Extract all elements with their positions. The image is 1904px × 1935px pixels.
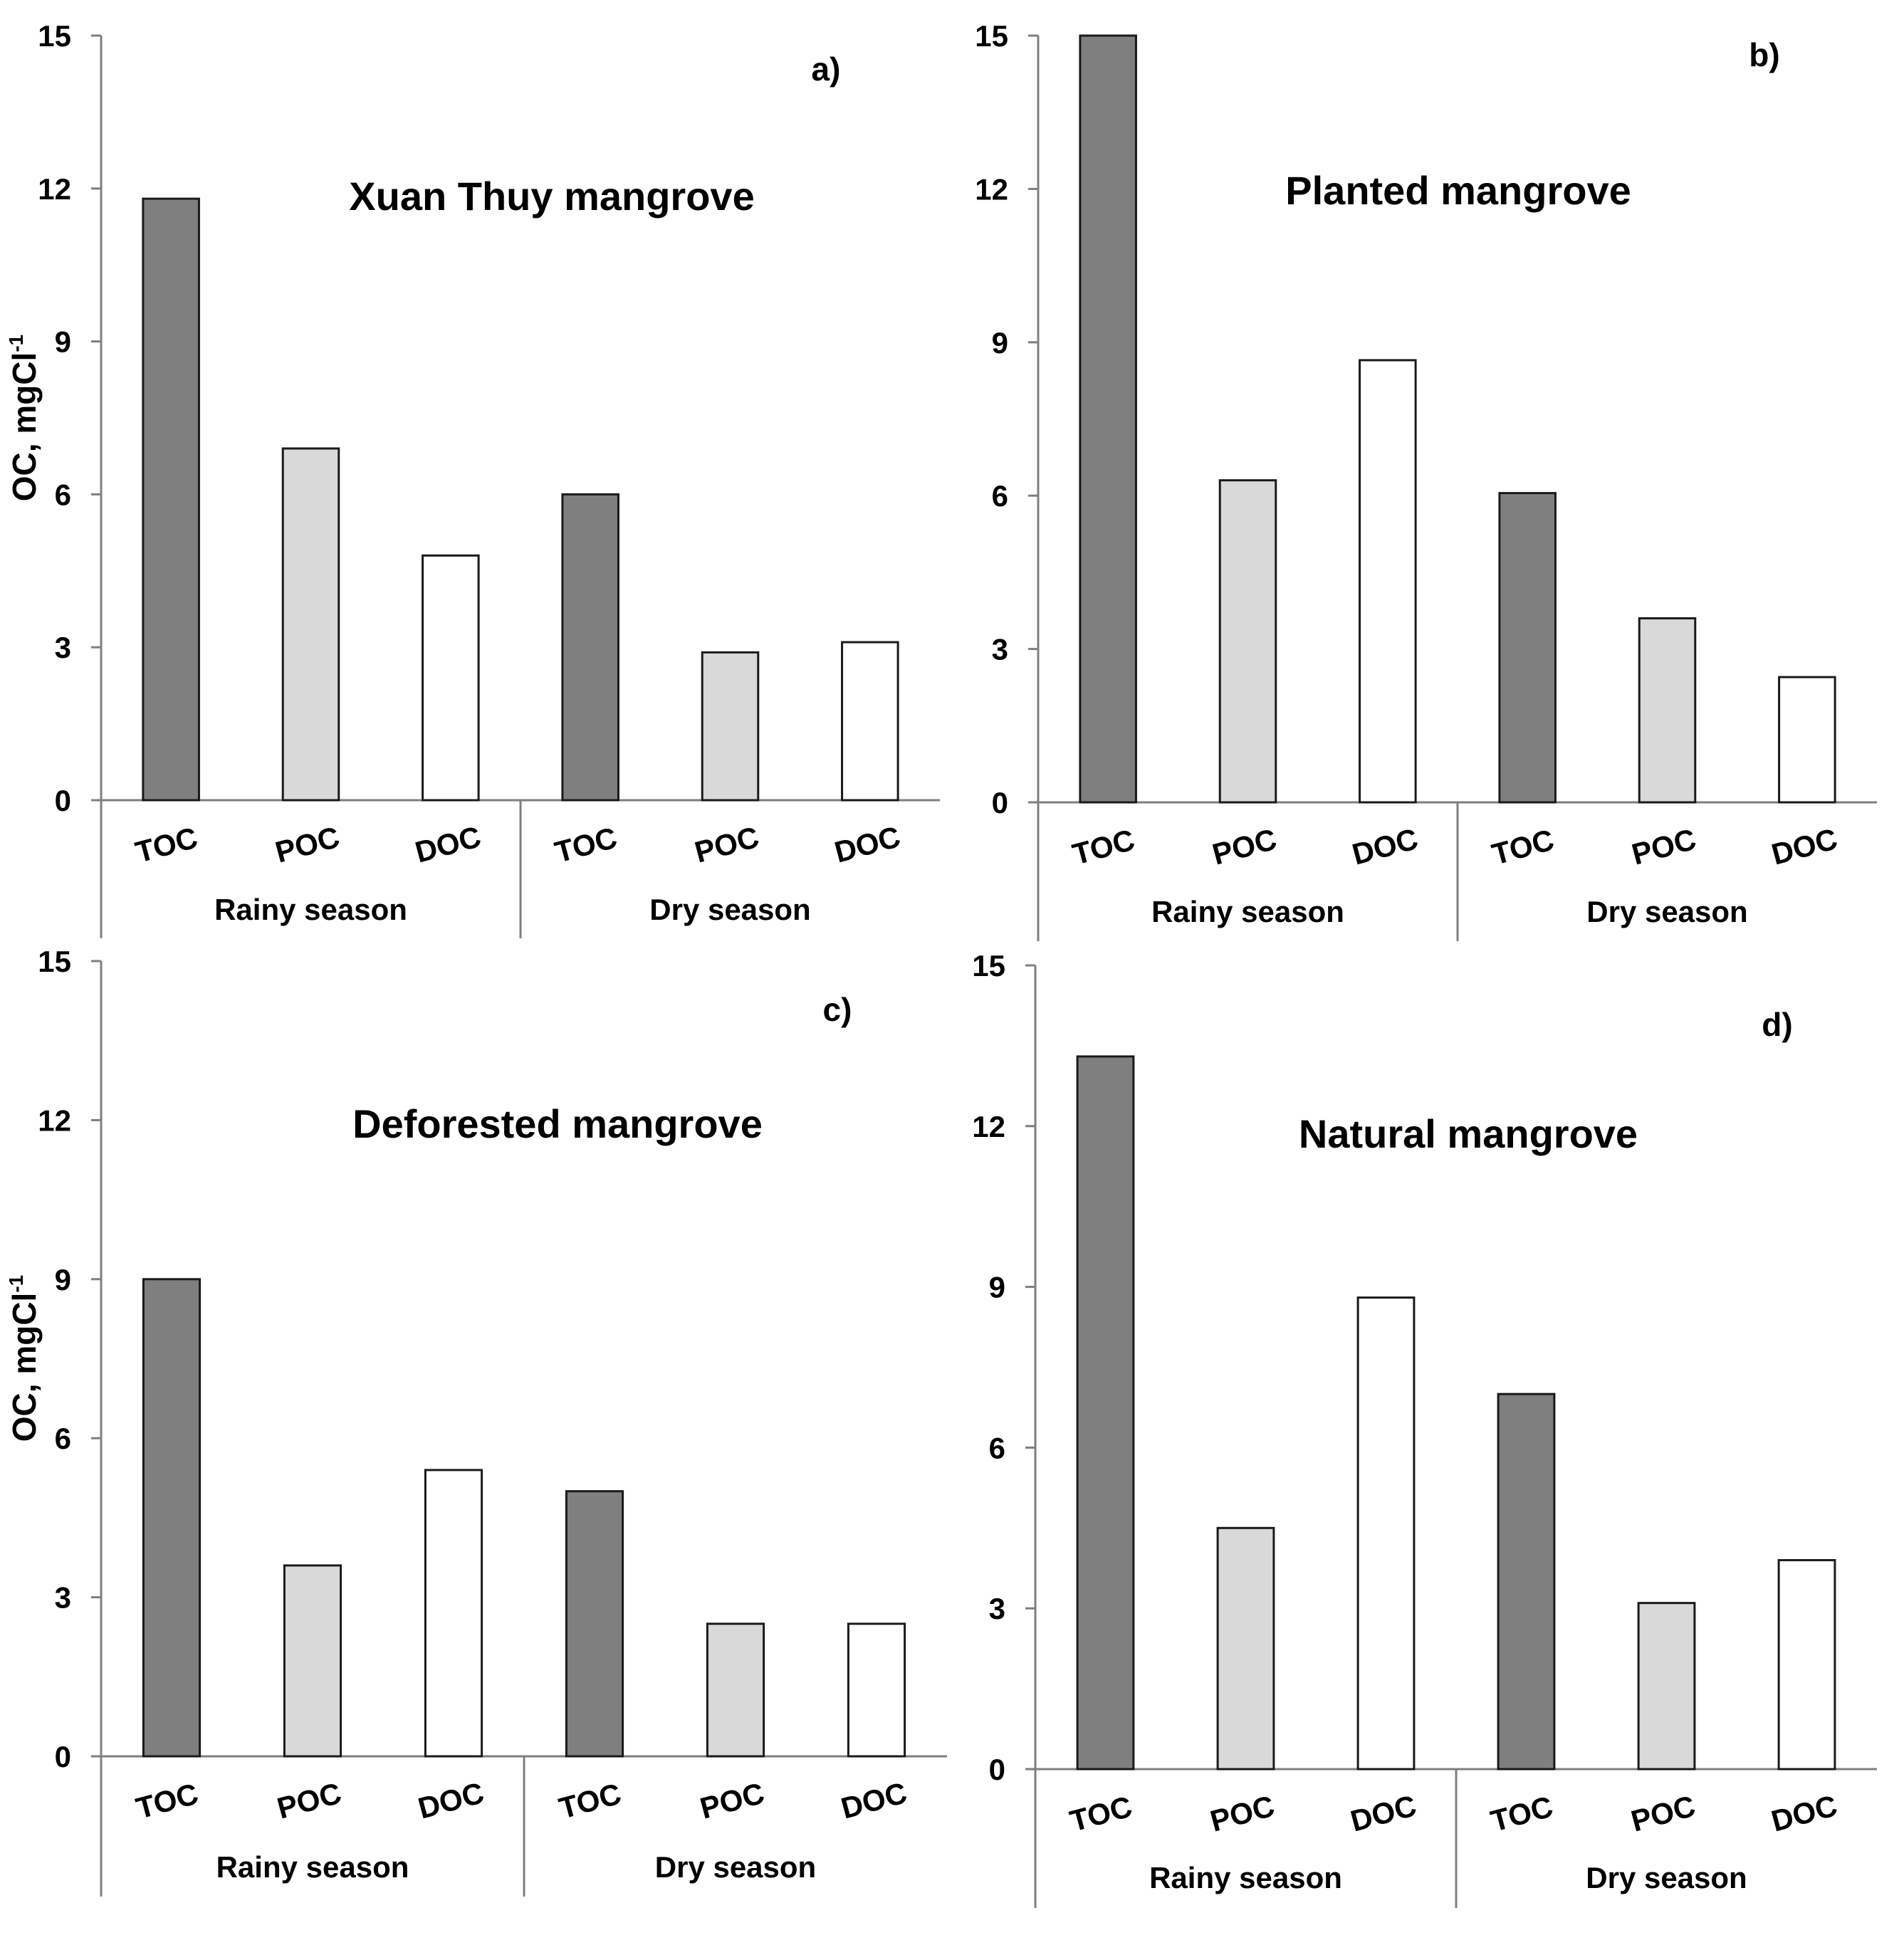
bar-poc-dry [701,651,760,802]
x-tick-label: DOC [1349,822,1421,871]
y-tick-label: 3 [55,631,71,664]
panel-letter: b) [1749,36,1779,73]
y-axis-label: OC, mgCl-1 [5,335,43,501]
bar-poc-rainy [1218,479,1277,804]
x-tick-label: POC [273,1776,345,1825]
bar-doc-rainy [424,1469,483,1758]
bar-doc-rainy [1356,1296,1416,1771]
group-label-dry: Dry season [649,893,810,926]
bar-doc-dry [1777,1558,1836,1771]
bar-poc-rainy [1216,1526,1275,1771]
y-tick-label: 0 [992,786,1008,819]
y-tick-label: 0 [55,1740,71,1773]
panel-title: Planted mangrove [1285,168,1631,213]
y-tick-label: 3 [992,633,1008,666]
x-tick-label: POC [696,1776,768,1825]
x-tick-label: POC [1207,1789,1278,1838]
x-tick-label: POC [1209,822,1280,871]
bar-toc-rainy [142,197,200,802]
bar-poc-dry [1638,617,1697,804]
x-tick-label: POC [1628,1789,1699,1838]
bar-toc-rainy [142,1278,202,1758]
x-tick-label: TOC [551,821,620,869]
bar-toc-rainy [1076,1055,1135,1771]
x-tick-label: TOC [1067,1790,1136,1838]
bar-toc-dry [565,1490,624,1758]
x-tick-label: POC [1628,822,1700,871]
y-axis-label-text: OC, mgCl [6,1293,43,1442]
y-tick-label: 15 [38,19,71,53]
x-tick-label: DOC [412,819,484,869]
y-tick-label: 9 [55,325,71,359]
y-tick-label: 3 [55,1581,71,1615]
x-tick-label: DOC [831,819,904,869]
y-tick-label: 3 [989,1592,1005,1625]
y-tick-label: 15 [975,19,1008,53]
y-tick-label: 0 [989,1753,1005,1786]
bar-poc-dry [706,1622,765,1758]
x-tick-label: DOC [837,1776,910,1825]
x-tick-label: POC [272,820,343,869]
group-label-rainy: Rainy season [214,893,407,926]
x-tick-label: DOC [1768,822,1841,871]
panel-title: Xuan Thuy mangrove [349,174,754,219]
group-label-rainy: Rainy season [1149,1861,1342,1894]
y-tick-label: 6 [55,1422,71,1455]
group-label-rainy: Rainy season [216,1850,409,1884]
y-tick-label: 12 [975,172,1008,206]
y-tick-label: 12 [38,172,71,206]
x-tick-label: TOC [555,1777,624,1825]
y-tick-label: 9 [55,1263,71,1296]
y-tick-label: 0 [55,784,71,817]
bar-toc-dry [1497,1393,1556,1771]
bar-poc-dry [1637,1602,1696,1771]
y-axis-label-superscript: -1 [5,1275,27,1293]
bar-doc-rainy [422,554,480,802]
bar-doc-dry [847,1622,906,1758]
bar-doc-rainy [1359,359,1417,804]
y-tick-label: 6 [55,478,71,511]
panel-letter: c) [823,991,852,1028]
x-tick-label: TOC [132,1777,202,1825]
y-tick-label: 9 [992,326,1008,360]
group-label-dry: Dry season [655,1850,816,1884]
panel-letter: a) [812,51,841,88]
y-tick-label: 12 [972,1110,1005,1143]
group-label-dry: Dry season [1586,1861,1747,1894]
bar-toc-dry [1498,492,1557,804]
y-tick-label: 6 [992,479,1008,513]
group-label-dry: Dry season [1586,895,1747,928]
y-tick-label: 6 [989,1431,1005,1464]
x-tick-label: POC [691,820,763,869]
x-tick-label: TOC [1487,1790,1557,1838]
y-axis-label-superscript: -1 [5,335,27,352]
bar-toc-dry [561,493,619,802]
panel-letter: d) [1762,1006,1792,1043]
x-tick-label: TOC [1069,823,1138,871]
x-tick-label: DOC [414,1776,487,1825]
x-tick-label: TOC [1488,823,1557,871]
group-label-rainy: Rainy season [1151,895,1344,928]
bar-poc-rainy [281,447,340,802]
x-tick-label: TOC [132,821,201,869]
x-tick-label: DOC [1347,1788,1420,1838]
bar-doc-dry [1778,676,1836,804]
y-axis-label: OC, mgCl-1 [5,1275,43,1442]
panel-title: Deforested mangrove [352,1101,763,1146]
panel-title: Natural mangrove [1299,1111,1638,1156]
y-tick-label: 12 [38,1103,71,1137]
y-tick-label: 9 [989,1271,1005,1304]
y-axis-label-text: OC, mgCl [6,352,43,502]
y-tick-label: 15 [38,945,71,978]
y-tick-label: 15 [972,949,1005,982]
bar-toc-rainy [1079,34,1137,804]
bar-doc-dry [841,641,899,802]
bar-poc-rainy [283,1564,342,1758]
x-tick-label: DOC [1768,1788,1841,1838]
